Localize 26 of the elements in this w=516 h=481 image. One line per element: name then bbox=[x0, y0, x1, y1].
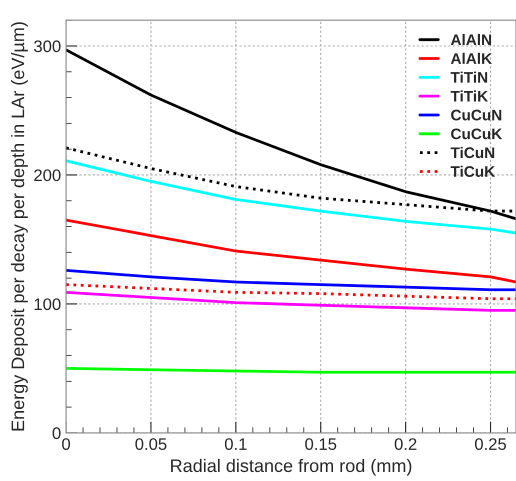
x-tick-label: 0.2 bbox=[394, 438, 416, 450]
legend-label: TiCuN bbox=[450, 146, 494, 158]
line-series bbox=[66, 159, 516, 234]
legend-label: TiCuK bbox=[450, 166, 496, 177]
x-axis-title: Radial distance from rod (mm) bbox=[171, 458, 412, 476]
y-tick-label: 200 bbox=[34, 169, 61, 182]
line-series bbox=[66, 269, 516, 292]
legend-label: TiTiN bbox=[450, 72, 488, 83]
y-tick-label: 300 bbox=[34, 40, 61, 52]
y-axis-title: Energy Deposit per decay per depth in LAr (eV/µm) bbox=[10, 22, 28, 430]
legend-label: TiTiK bbox=[450, 90, 488, 102]
legend-label: CuCuN bbox=[451, 110, 502, 120]
x-tick-label: 0.15 bbox=[305, 438, 336, 450]
line-series bbox=[66, 283, 516, 300]
y-tick-label: 100 bbox=[34, 298, 61, 310]
x-tick-label: 0.05 bbox=[135, 438, 166, 450]
x-tick-label: 0 bbox=[62, 438, 70, 450]
line-series bbox=[66, 48, 516, 220]
legend-label: AlAlN bbox=[450, 34, 492, 46]
line-series bbox=[66, 218, 516, 284]
legend-label: CuCuK bbox=[451, 128, 502, 140]
y-tick-label: 0 bbox=[52, 427, 61, 440]
x-tick-label: 0.1 bbox=[224, 438, 247, 450]
legend-label: AlAlK bbox=[450, 52, 492, 64]
x-tick-label: 0.25 bbox=[474, 438, 506, 450]
line-series bbox=[66, 290, 516, 312]
